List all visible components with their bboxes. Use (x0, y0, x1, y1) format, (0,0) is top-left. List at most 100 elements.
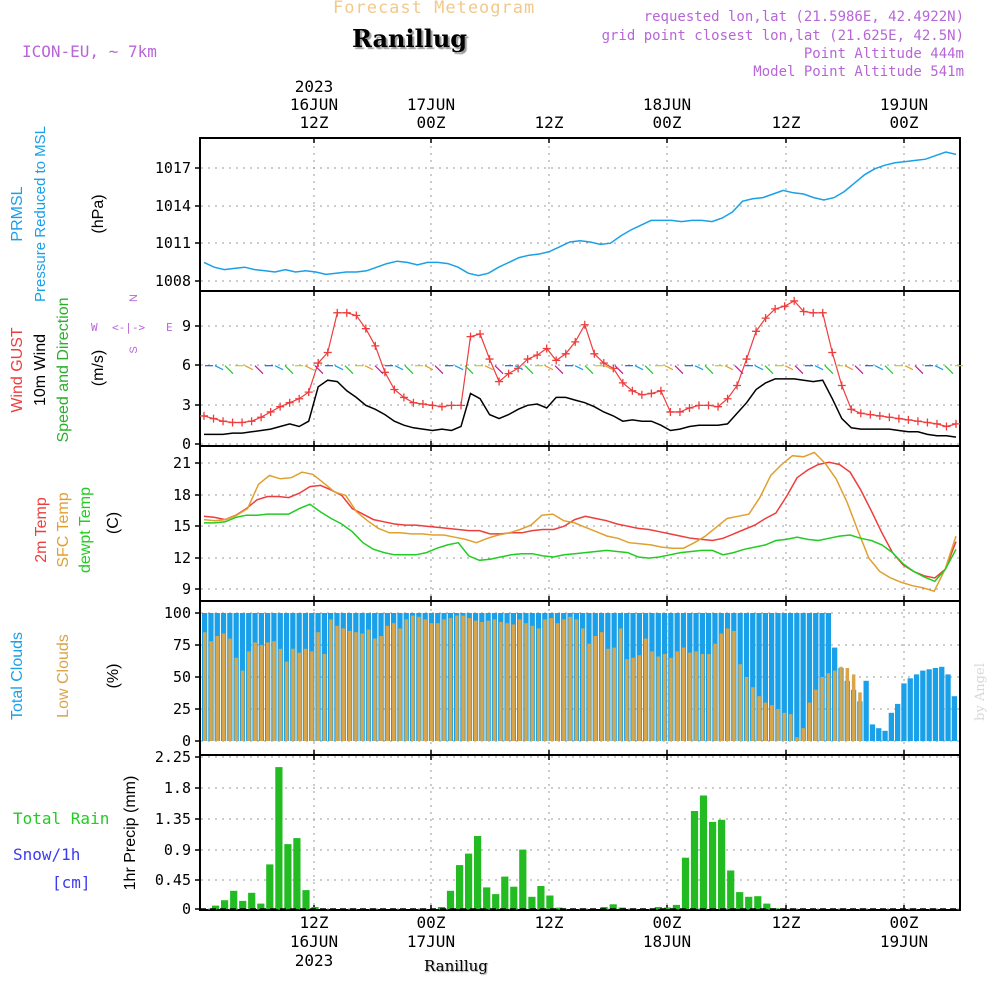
low-cloud-bar (675, 651, 679, 741)
y-tick-label: 3 (182, 396, 191, 414)
low-cloud-bar (410, 615, 415, 741)
rain-bar (600, 907, 608, 909)
rain-bar (555, 907, 563, 909)
total-cloud-bar (888, 712, 894, 741)
rain-bar (483, 887, 491, 909)
gust-point (923, 418, 932, 427)
compass-e: E (166, 321, 173, 334)
low-cloud-bar (562, 619, 566, 741)
gust-point (837, 381, 846, 390)
y-tick-label: 9 (182, 317, 191, 335)
wind-arrow (944, 365, 954, 375)
rain-bar (709, 821, 717, 909)
low-cloud-bar (398, 628, 402, 741)
gust-point (257, 413, 266, 422)
low-cloud-bar (316, 632, 320, 741)
rain-bar (763, 903, 771, 909)
requested-coords: requested lon,lat (21.5986E, 42.4922N) (643, 9, 964, 25)
low-cloud-bar (486, 620, 490, 741)
gust-point (447, 401, 456, 410)
label-hpa: (hPa) (90, 194, 107, 233)
rain-bar (465, 853, 473, 909)
gust-point (542, 344, 551, 353)
gust-point (780, 302, 789, 311)
low-cloud-bar (662, 654, 667, 741)
low-cloud-bar (763, 702, 768, 741)
rain-bar (492, 894, 500, 909)
low-cloud-bar (228, 638, 232, 741)
bottom-axis-year: 2023 (295, 951, 334, 970)
gust-point (238, 418, 247, 427)
gust-line (203, 300, 957, 428)
label-precip-unit: 1hr Precip (mm) (122, 776, 139, 891)
wind-arrow (844, 365, 854, 371)
total-cloud-bar (863, 680, 869, 741)
low-cloud-bar (436, 623, 440, 741)
low-cloud-bar (448, 618, 453, 741)
wind-arrow (754, 365, 764, 371)
gust-point (952, 419, 960, 428)
rain-bar (446, 890, 455, 909)
y-tick-label: 0 (182, 900, 191, 918)
label-prmsl: PRMSL (9, 186, 26, 241)
compass-n: N (128, 294, 140, 302)
gust-point (599, 359, 608, 368)
low-cloud-bar (738, 664, 742, 741)
total-cloud-bar (781, 613, 787, 741)
gust-point (885, 413, 894, 422)
wind-arrow (254, 365, 264, 375)
wind-arrow (814, 365, 824, 371)
wind-arrow (824, 365, 834, 375)
gust-point (552, 356, 561, 365)
low-cloud-bar (379, 636, 383, 741)
rain-bar (727, 870, 735, 909)
low-cloud-bar (788, 714, 793, 741)
low-cloud-bar (839, 666, 843, 741)
wind-arrow (494, 365, 504, 375)
wind-arrow (314, 365, 324, 375)
low-cloud-bar (599, 632, 604, 741)
label-wind-gust: Wind GUST (9, 327, 26, 413)
total-cloud-bar (787, 613, 794, 741)
total-cloud-bar (926, 669, 932, 741)
point-altitude: Point Altitude 444m (803, 46, 964, 62)
temp-line-1 (203, 451, 957, 593)
rain-bar (736, 892, 744, 909)
rain-bar (537, 886, 545, 909)
gust-point (200, 411, 208, 420)
low-cloud-bar (587, 643, 591, 741)
low-cloud-bar (744, 677, 749, 741)
wind-arrow (674, 365, 684, 375)
gust-point (390, 385, 399, 394)
rain-bar (718, 819, 726, 909)
y-tick-label: 1011 (155, 234, 191, 252)
rain-bar (690, 811, 699, 909)
low-cloud-bar (505, 623, 509, 741)
gust-point (323, 348, 332, 357)
low-cloud-bar (473, 620, 478, 741)
gust-point (276, 402, 285, 411)
low-cloud-bar (240, 670, 245, 741)
wind-arrow (214, 365, 224, 371)
label-speed-direction: Speed and Direction (55, 298, 72, 443)
low-cloud-bar (593, 636, 598, 741)
gridpoint-coords: grid point closest lon,lat (21.625E, 42.… (601, 28, 964, 44)
rain-bar (275, 767, 283, 909)
wind-arrow (464, 365, 474, 375)
low-cloud-bar (713, 643, 717, 741)
rain-bar (754, 896, 762, 909)
compass-s: S (128, 346, 140, 353)
low-cloud-bar (322, 654, 327, 741)
low-cloud-bar (215, 636, 220, 741)
gust-point (590, 349, 599, 358)
gust-point (942, 422, 951, 431)
gust-point (666, 407, 675, 416)
top-axis-hour: 12Z (772, 113, 801, 132)
gust-point (809, 308, 818, 317)
low-cloud-bar (650, 651, 654, 741)
wind-arrow (434, 365, 444, 375)
gust-point (675, 407, 684, 416)
panel-pressure: 1017 1014 1011 1008 (155, 137, 961, 292)
wind-arrow (764, 365, 774, 375)
low-cloud-bar (801, 728, 805, 741)
